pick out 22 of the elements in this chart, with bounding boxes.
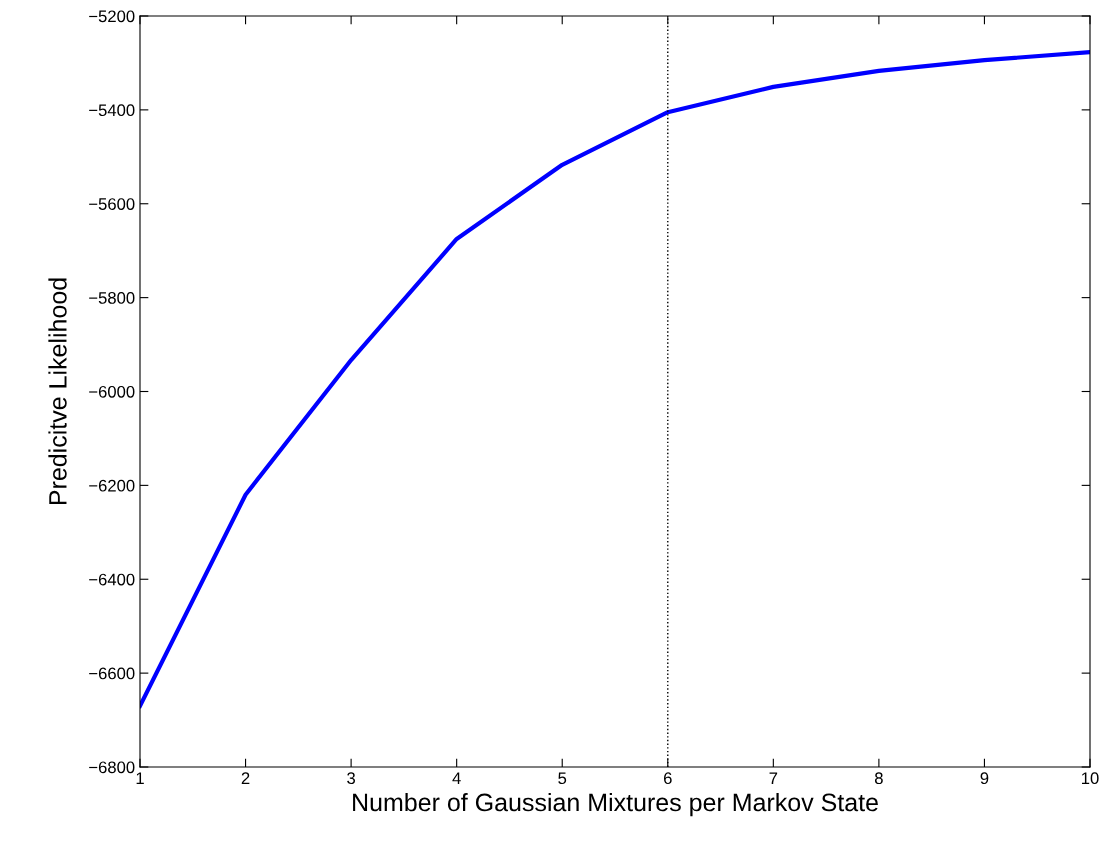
x-tick-label: 5 xyxy=(558,772,567,785)
y-tick-label: −6200 xyxy=(89,479,135,492)
y-axis-title: Predicitve Likelihood xyxy=(48,278,67,505)
x-tick-label: 7 xyxy=(769,772,778,784)
x-tick-label: 2 xyxy=(241,772,250,784)
x-tick-label: 6 xyxy=(663,772,672,785)
x-tick-label: 8 xyxy=(874,772,883,785)
x-tick-label: 10 xyxy=(1082,772,1099,785)
y-tick-label: −6000 xyxy=(89,385,135,398)
y-tick-label: −5400 xyxy=(89,104,135,117)
line-series xyxy=(140,50,1090,709)
x-tick-label: 1 xyxy=(136,772,144,784)
y-tick-label: −6600 xyxy=(89,667,135,680)
y-tick-label: −5200 xyxy=(89,10,135,23)
x-axis-title: Number of Gaussian Mixtures per Markov State xyxy=(353,792,878,817)
x-tick-label: 9 xyxy=(980,772,989,785)
x-tick-label: 3 xyxy=(347,772,356,785)
x-tick-label: 4 xyxy=(452,772,461,784)
y-tick-label: −5600 xyxy=(89,198,135,210)
y-tick-label: −6800 xyxy=(89,761,135,774)
y-tick-label: −5800 xyxy=(89,292,135,304)
y-tick-label: −6400 xyxy=(89,573,135,586)
